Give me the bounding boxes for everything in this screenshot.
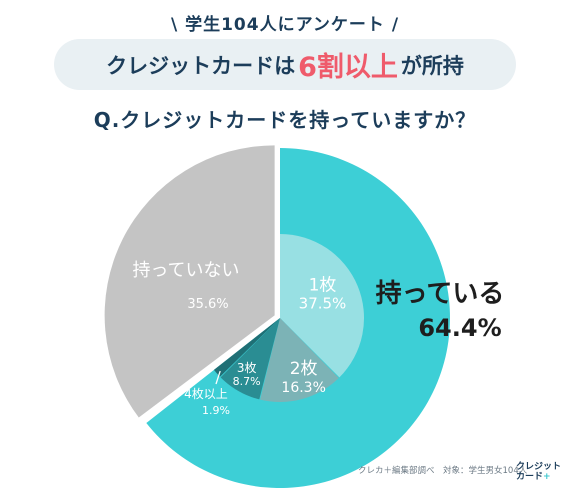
headline-suffix: が所持	[400, 53, 464, 78]
value-not-have: 35.6%	[187, 297, 228, 312]
inner-label-3: 4枚以上	[184, 386, 228, 401]
source-note: クレカ＋編集部調べ 対象：学生男女104人	[358, 466, 528, 476]
brand-logo: クレジット カード+	[516, 462, 564, 482]
inner-value-0: 37.5%	[299, 294, 347, 312]
value-have: 64.4%	[418, 314, 501, 342]
inner-slice-2	[220, 318, 280, 400]
inner-slice-3	[213, 318, 280, 377]
label-not-have: 持っていない	[132, 260, 239, 281]
pie-slice-not-have	[104, 145, 275, 418]
survey-tag: \ 学生104人にアンケート /	[170, 15, 400, 35]
logo-plus: +	[543, 472, 551, 482]
inner-slice-0	[280, 234, 365, 378]
headline-text: クレジットカードは	[106, 53, 296, 78]
headline-banner: クレジットカードは 6割以上 が所持	[54, 39, 516, 90]
inner-label-1: 2枚	[290, 359, 318, 379]
inner-label-2: 3枚	[237, 360, 257, 375]
question-title: Q.クレジットカードを持っていますか？	[93, 108, 477, 132]
label-have: 持っている	[376, 279, 505, 309]
inner-label-0: 1枚	[309, 275, 337, 295]
headline-highlight: 6割以上	[298, 52, 398, 83]
inner-value-1: 16.3%	[281, 380, 325, 396]
inner-slice-1	[260, 318, 339, 403]
inner-value-3: 1.9%	[202, 404, 230, 417]
logo-line1: クレジット	[516, 462, 562, 472]
callout-line-4plus	[215, 370, 221, 385]
logo-line2: カード	[516, 472, 544, 482]
inner-value-2: 8.7%	[233, 375, 261, 388]
